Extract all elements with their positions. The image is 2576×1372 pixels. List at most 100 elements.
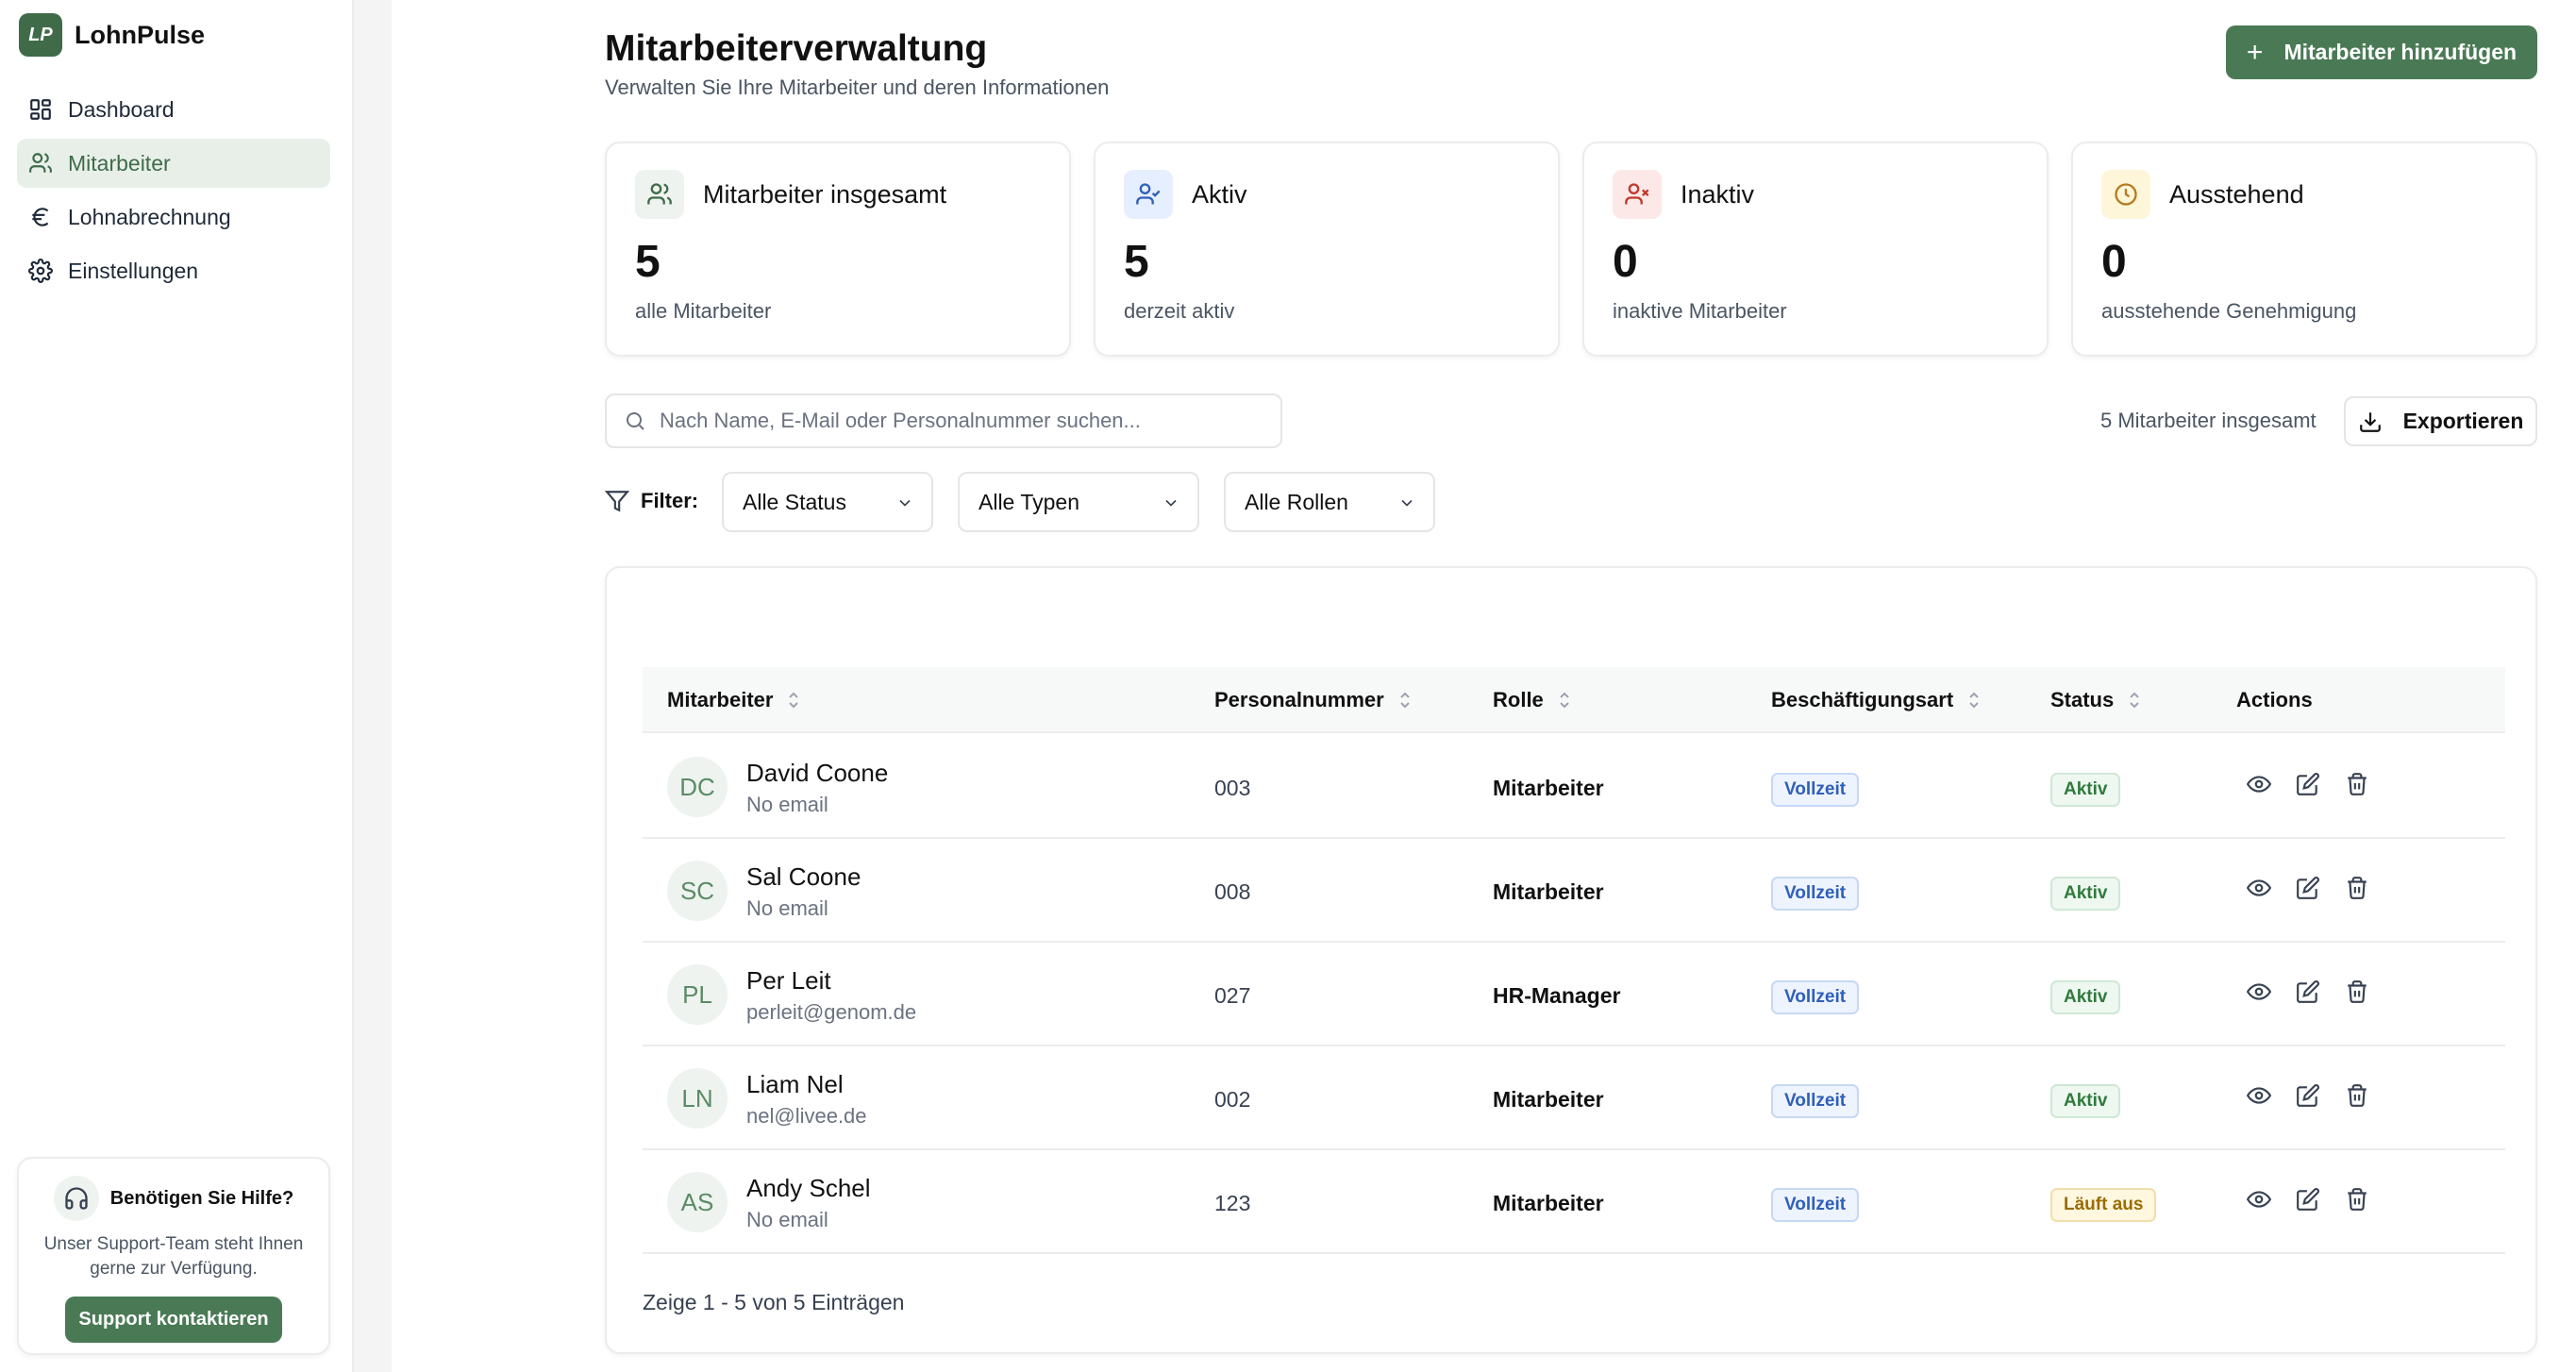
sidebar-item-mitarbeiter[interactable]: Mitarbeiter: [17, 139, 330, 188]
column-header-personalnummer[interactable]: Personalnummer: [1214, 688, 1413, 712]
sort-icon: [2130, 692, 2139, 709]
plus-icon: +: [2246, 36, 2264, 68]
stat-card-inactive: Inaktiv 0 inaktive Mitarbeiter: [1582, 142, 2049, 357]
edit-button[interactable]: [2293, 1080, 2323, 1111]
column-header-status[interactable]: Status: [2050, 688, 2142, 712]
view-button[interactable]: [2244, 769, 2274, 799]
table-row: LN Liam Nel nel@livee.de 002 Mitarbeiter…: [643, 1046, 2505, 1150]
sidebar-item-label: Einstellungen: [68, 258, 199, 283]
stat-desc: derzeit aktiv: [1124, 299, 1235, 323]
edit-icon: [2297, 877, 2319, 899]
stats-cards: Mitarbeiter insgesamt 5 alle Mitarbeiter…: [605, 142, 2537, 357]
pagination-info: Zeige 1 - 5 von 5 Einträgen: [643, 1290, 905, 1314]
delete-button[interactable]: [2342, 1080, 2372, 1111]
sidebar-item-label: Dashboard: [68, 96, 175, 122]
edit-icon: [2297, 980, 2319, 1003]
help-title: Benötigen Sie Hilfe?: [109, 1187, 294, 1209]
employee-name[interactable]: Sal Coone: [746, 862, 861, 891]
employment-type-badge: Vollzeit: [1771, 1084, 1860, 1118]
type-filter-select[interactable]: Alle Typen: [958, 472, 1199, 532]
sidebar: LP LohnPulse Dashboard Mitarbeiter Lohna…: [0, 0, 354, 1372]
clock-icon: [2101, 170, 2150, 219]
employee-name[interactable]: David Coone: [746, 759, 889, 787]
status-badge: Läuft aus: [2050, 1188, 2157, 1222]
role-filter-select[interactable]: Alle Rollen: [1224, 472, 1435, 532]
export-label: Exportieren: [2402, 409, 2524, 433]
logo-icon: LP: [19, 13, 62, 57]
row-actions: [2244, 873, 2391, 903]
trash-icon: [2348, 980, 2367, 1003]
edit-button[interactable]: [2293, 769, 2323, 799]
edit-button[interactable]: [2293, 1184, 2323, 1214]
sidebar-item-label: Lohnabrechnung: [68, 204, 231, 229]
search-input[interactable]: [660, 409, 1263, 433]
add-employee-button[interactable]: + Mitarbeiter hinzufügen: [2226, 25, 2537, 79]
users-icon: [635, 170, 684, 219]
edit-button[interactable]: [2293, 873, 2323, 903]
help-card: Benötigen Sie Hilfe? Unser Support-Team …: [17, 1157, 330, 1355]
stat-value: 0: [2101, 237, 2127, 287]
employee-role: HR-Manager: [1493, 983, 1621, 1008]
stat-label: Mitarbeiter insgesamt: [703, 179, 947, 209]
employment-type-badge: Vollzeit: [1771, 877, 1860, 911]
stat-label: Ausstehend: [2169, 179, 2304, 209]
brand[interactable]: LP LohnPulse: [19, 13, 205, 57]
column-header-rolle[interactable]: Rolle: [1493, 688, 1572, 712]
column-label: Personalnummer: [1214, 688, 1384, 711]
avatar: PL: [667, 964, 728, 1025]
filter-label: Filter:: [605, 489, 698, 513]
stat-desc: inaktive Mitarbeiter: [1613, 299, 1787, 323]
column-header-mitarbeiter[interactable]: Mitarbeiter: [667, 688, 801, 712]
view-button[interactable]: [2244, 873, 2274, 903]
table-row: PL Per Leit perleit@genom.de 027 HR-Mana…: [643, 943, 2505, 1046]
eye-icon: [2247, 879, 2271, 896]
employee-role: Mitarbeiter: [1493, 1191, 1604, 1215]
employee-table: Mitarbeiter Personalnummer Rolle Beschäf…: [605, 566, 2537, 1354]
row-actions: [2244, 1080, 2391, 1111]
employee-name[interactable]: Liam Nel: [746, 1070, 844, 1098]
eye-icon: [2247, 1087, 2271, 1104]
support-contact-button[interactable]: Support kontaktieren: [65, 1297, 282, 1343]
sidebar-item-label: Mitarbeiter: [68, 150, 171, 176]
export-button[interactable]: Exportieren: [2344, 396, 2537, 446]
row-actions: [2244, 1184, 2391, 1214]
download-icon: [2359, 411, 2381, 432]
stat-desc: ausstehende Genehmigung: [2101, 299, 2357, 323]
row-actions: [2244, 769, 2391, 799]
employment-type-badge: Vollzeit: [1771, 980, 1860, 1014]
view-button[interactable]: [2244, 977, 2274, 1007]
sort-icon: [1969, 692, 1979, 709]
delete-button[interactable]: [2342, 1184, 2372, 1214]
stat-desc: alle Mitarbeiter: [635, 299, 772, 323]
avatar: AS: [667, 1172, 728, 1232]
filter-label-text: Filter:: [641, 489, 699, 512]
sidebar-item-lohnabrechnung[interactable]: Lohnabrechnung: [17, 192, 330, 242]
delete-button[interactable]: [2342, 769, 2372, 799]
employee-email: No email: [746, 1208, 828, 1231]
column-label: Status: [2050, 688, 2115, 711]
sidebar-item-einstellungen[interactable]: Einstellungen: [17, 246, 330, 295]
trash-icon: [2348, 1084, 2367, 1107]
personnel-number: 003: [1214, 776, 1251, 800]
employee-name[interactable]: Andy Schel: [746, 1174, 871, 1202]
eye-icon: [2247, 983, 2271, 1000]
delete-button[interactable]: [2342, 977, 2372, 1007]
user-check-icon: [1124, 170, 1173, 219]
delete-button[interactable]: [2342, 873, 2372, 903]
status-badge: Aktiv: [2050, 773, 2121, 807]
edit-button[interactable]: [2293, 977, 2323, 1007]
table-row: AS Andy Schel No email 123 Mitarbeiter V…: [643, 1150, 2505, 1254]
sidebar-item-dashboard[interactable]: Dashboard: [17, 85, 330, 134]
column-label: Rolle: [1493, 688, 1544, 711]
stat-card-active: Aktiv 5 derzeit aktiv: [1094, 142, 1560, 357]
column-header-beschaeftigungsart[interactable]: Beschäftigungsart: [1771, 688, 1982, 712]
employee-role: Mitarbeiter: [1493, 776, 1604, 800]
view-button[interactable]: [2244, 1080, 2274, 1111]
sort-icon: [1560, 692, 1569, 709]
employee-name[interactable]: Per Leit: [746, 966, 831, 995]
stat-card-total: Mitarbeiter insgesamt 5 alle Mitarbeiter: [605, 142, 1071, 357]
edit-icon: [2297, 773, 2319, 795]
personnel-number: 002: [1214, 1087, 1251, 1112]
view-button[interactable]: [2244, 1184, 2274, 1214]
status-filter-select[interactable]: Alle Status: [722, 472, 933, 532]
